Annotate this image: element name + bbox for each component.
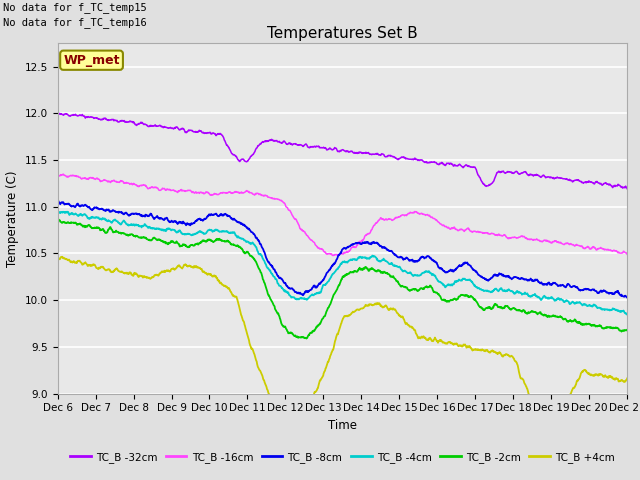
Text: No data for f_TC_temp16: No data for f_TC_temp16 bbox=[3, 17, 147, 28]
Legend: TC_B -32cm, TC_B -16cm, TC_B -8cm, TC_B -4cm, TC_B -2cm, TC_B +4cm: TC_B -32cm, TC_B -16cm, TC_B -8cm, TC_B … bbox=[65, 448, 620, 467]
Text: WP_met: WP_met bbox=[63, 54, 120, 67]
Title: Temperatures Set B: Temperatures Set B bbox=[267, 25, 418, 41]
X-axis label: Time: Time bbox=[328, 419, 357, 432]
Y-axis label: Temperature (C): Temperature (C) bbox=[6, 170, 19, 267]
Text: No data for f_TC_temp15: No data for f_TC_temp15 bbox=[3, 2, 147, 13]
